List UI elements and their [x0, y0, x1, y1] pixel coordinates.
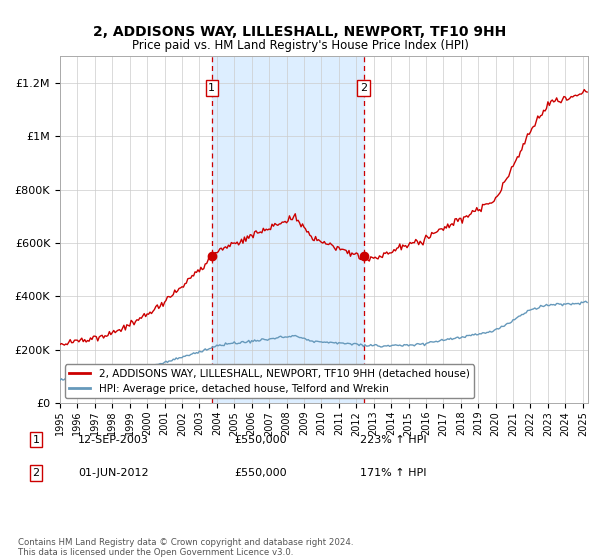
Text: 2: 2 [360, 83, 367, 93]
Text: £550,000: £550,000 [234, 468, 287, 478]
Text: £550,000: £550,000 [234, 435, 287, 445]
Text: 12-SEP-2003: 12-SEP-2003 [78, 435, 149, 445]
Text: 223% ↑ HPI: 223% ↑ HPI [360, 435, 427, 445]
Text: 1: 1 [32, 435, 40, 445]
Legend: 2, ADDISONS WAY, LILLESHALL, NEWPORT, TF10 9HH (detached house), HPI: Average pr: 2, ADDISONS WAY, LILLESHALL, NEWPORT, TF… [65, 365, 473, 398]
Text: Price paid vs. HM Land Registry's House Price Index (HPI): Price paid vs. HM Land Registry's House … [131, 39, 469, 52]
Text: Contains HM Land Registry data © Crown copyright and database right 2024.
This d: Contains HM Land Registry data © Crown c… [18, 538, 353, 557]
Text: 171% ↑ HPI: 171% ↑ HPI [360, 468, 427, 478]
Bar [212, 56, 364, 403]
Text: 1: 1 [208, 83, 215, 93]
Text: 2: 2 [32, 468, 40, 478]
Text: 2, ADDISONS WAY, LILLESHALL, NEWPORT, TF10 9HH: 2, ADDISONS WAY, LILLESHALL, NEWPORT, TF… [94, 25, 506, 39]
Text: 01-JUN-2012: 01-JUN-2012 [78, 468, 149, 478]
